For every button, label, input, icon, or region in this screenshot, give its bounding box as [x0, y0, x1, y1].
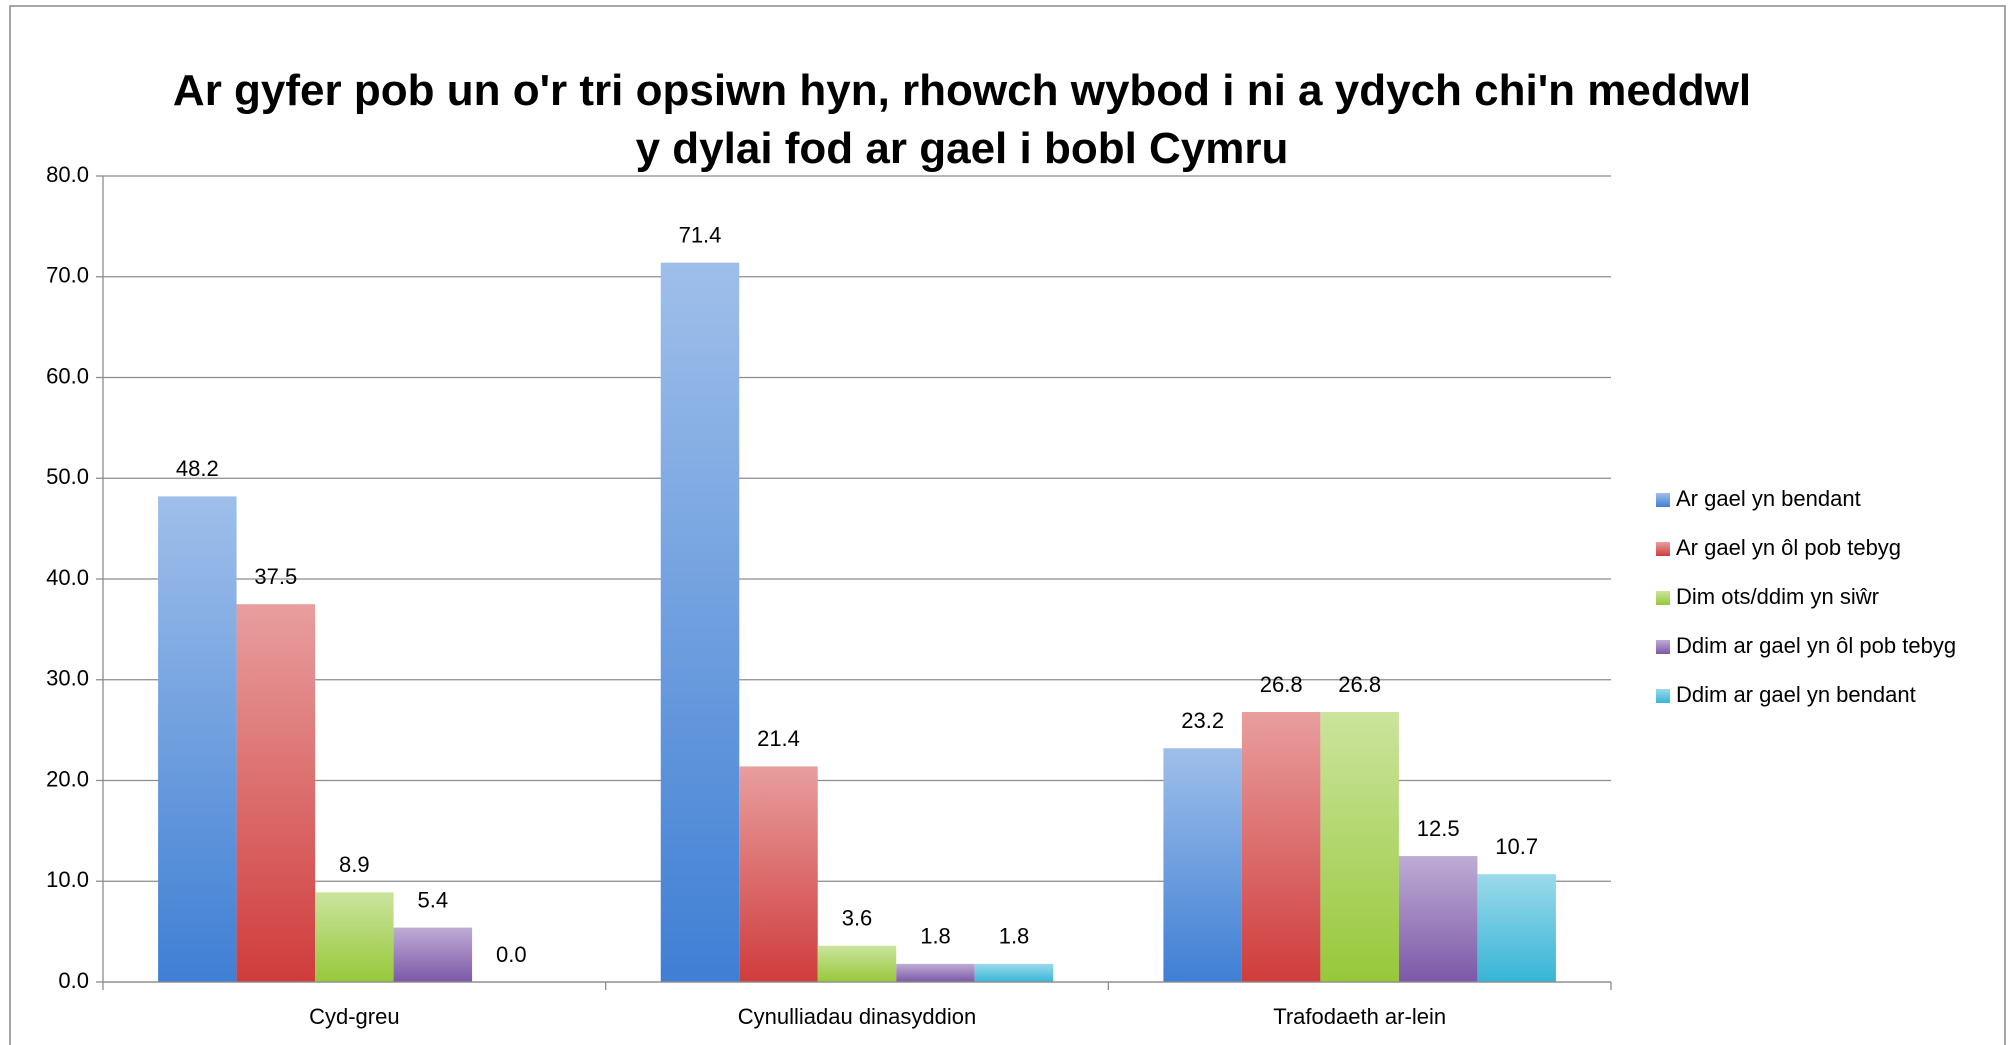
data-label: 5.4 [418, 887, 449, 912]
bar [236, 604, 316, 982]
y-tick-label: 30.0 [46, 666, 89, 691]
y-tick-label: 0.0 [58, 968, 89, 993]
bar [1477, 874, 1556, 982]
legend-label: Ddim ar gael yn ôl pob tebyg [1676, 633, 1956, 658]
data-label: 71.4 [679, 222, 722, 247]
legend-swatch [1656, 640, 1670, 654]
bar [1241, 711, 1321, 982]
y-tick-label: 80.0 [46, 162, 89, 187]
y-tick-label: 10.0 [46, 867, 89, 892]
chart-title: Ar gyfer pob un o'r tri opsiwn hyn, rhow… [172, 66, 1752, 173]
x-tick-label: Trafodaeth ar-lein [1273, 1004, 1446, 1029]
legend-label: Ar gael yn bendant [1676, 486, 1861, 511]
legend-label: Ddim ar gael yn bendant [1676, 682, 1916, 707]
legend-label: Ar gael yn ôl pob tebyg [1676, 535, 1901, 560]
bar [817, 945, 897, 982]
data-label: 10.7 [1495, 834, 1538, 859]
data-label: 0.0 [496, 942, 527, 967]
y-tick-label: 50.0 [46, 464, 89, 489]
data-label: 48.2 [176, 456, 219, 481]
legend-swatch [1656, 591, 1670, 605]
legend-swatch [1656, 493, 1670, 507]
bar [1320, 711, 1399, 982]
data-label: 1.8 [999, 924, 1030, 949]
data-label: 1.8 [920, 924, 951, 949]
bar [739, 766, 818, 982]
bar [315, 892, 394, 982]
data-label: 21.4 [757, 726, 800, 751]
bar [158, 496, 237, 982]
y-tick-label: 40.0 [46, 565, 89, 590]
legend-swatch [1656, 542, 1670, 556]
y-tick-label: 60.0 [46, 363, 89, 388]
y-tick-label: 70.0 [46, 263, 89, 288]
bar [974, 963, 1054, 982]
chart-frame [9, 5, 2006, 1045]
data-label: 26.8 [1260, 672, 1303, 697]
bar [660, 262, 740, 982]
legend-label: Dim ots/ddim yn siŵr [1676, 584, 1879, 609]
data-label: 26.8 [1338, 672, 1381, 697]
bar [1163, 748, 1242, 982]
y-tick-label: 20.0 [46, 766, 89, 791]
x-tick-label: Cyd-greu [309, 1004, 399, 1029]
bar [1398, 856, 1478, 982]
data-label: 8.9 [339, 852, 370, 877]
bar [896, 963, 975, 982]
data-label: 23.2 [1181, 708, 1224, 733]
data-label: 12.5 [1417, 816, 1460, 841]
data-label: 3.6 [842, 906, 873, 931]
x-tick-label: Cynulliadau dinasyddion [738, 1004, 977, 1029]
bar [393, 927, 473, 982]
legend-swatch [1656, 689, 1670, 703]
data-label: 37.5 [254, 564, 297, 589]
